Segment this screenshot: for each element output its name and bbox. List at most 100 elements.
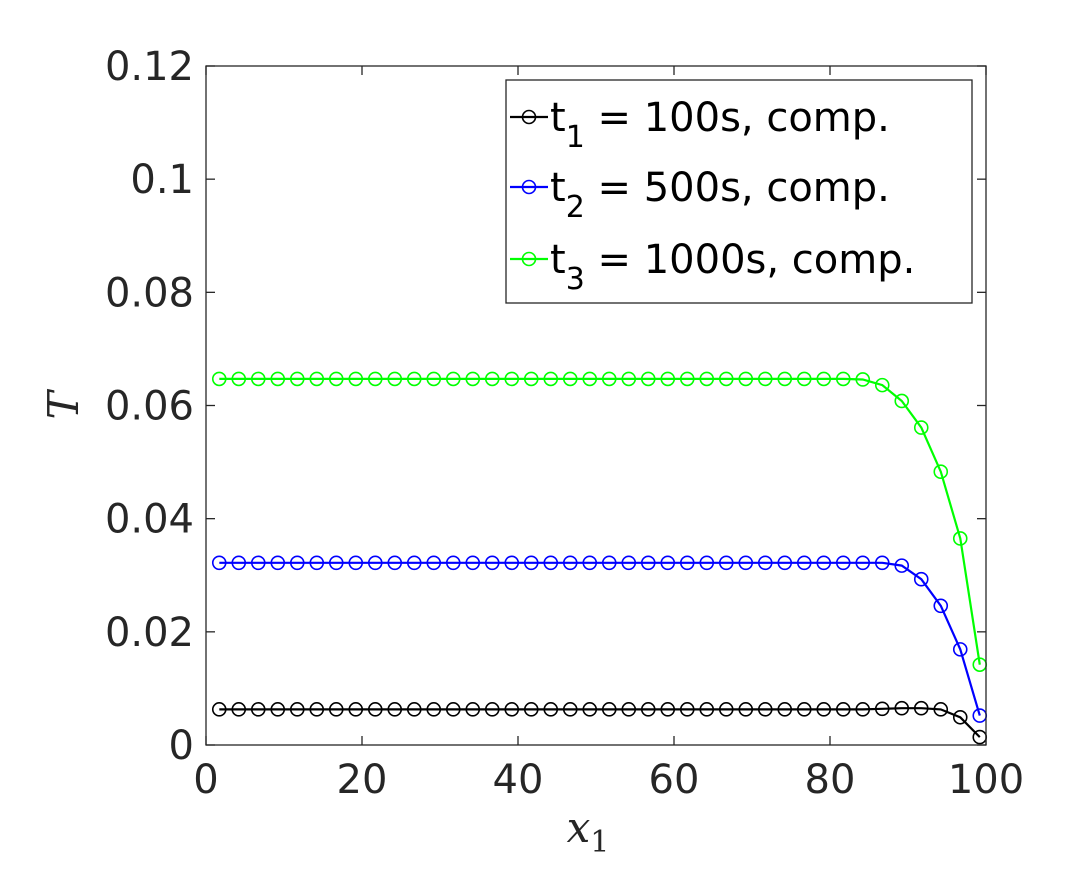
legend-marker-swatch [521,251,537,267]
data-point [874,701,890,717]
x-tick-label: 40 [493,757,544,803]
data-point [601,555,617,571]
data-point [894,700,910,716]
data-point [543,555,559,571]
data-point [582,555,598,571]
data-point [913,700,929,716]
data-point [231,702,247,717]
data-point [426,555,442,571]
data-point [738,371,754,387]
data-point [816,555,832,571]
data-point [426,371,442,387]
data-point [465,702,481,717]
data-point [952,531,968,546]
x-axis-label-subscript: 1 [590,825,609,860]
legend-label: t2 = 500s, comp. [550,165,890,225]
data-point [484,702,500,717]
legend: t1 = 100s, comp.t2 = 500s, comp.t3 = 100… [505,79,973,304]
data-point [270,555,286,571]
data-point [250,702,266,717]
data-point [835,702,851,717]
data-point [504,371,520,387]
data-point [309,702,325,717]
data-point [465,555,481,571]
data-point [582,702,598,717]
data-point [445,555,461,571]
data-point [328,555,344,571]
data-point [445,702,461,717]
data-point [348,555,364,571]
data-point [874,555,890,571]
data-point [640,702,656,717]
legend-marker-swatch [521,109,537,125]
data-point [621,702,637,717]
data-point [250,555,266,571]
series-line [219,377,981,665]
data-point [816,371,832,387]
data-point [835,371,851,387]
legend-label-rest: = 1000s, comp. [585,237,916,283]
data-point [348,371,364,387]
data-point [348,702,364,717]
data-point [523,702,539,717]
data-point [757,555,773,571]
data-point [777,555,793,571]
data-point [679,702,695,717]
data-point [933,464,949,480]
legend-label-main: t [550,95,566,141]
data-point [484,371,500,387]
data-point [699,371,715,387]
data-point [757,702,773,717]
data-point [484,555,500,571]
data-point [816,702,832,717]
legend-box [505,79,973,304]
y-tick-label: 0.02 [105,610,194,656]
data-point [660,702,676,717]
data-point [933,702,949,717]
legend-label-rest: = 100s, comp. [585,95,890,141]
tick-layer: 0 20 40 60 80 100 0 0.02 0.04 0.06 0.08 0.1 0.12 [105,44,1024,803]
data-point [894,558,910,573]
x-tick-label: 60 [649,757,700,803]
data-point [835,555,851,571]
data-point [309,555,325,571]
legend-label: t1 = 100s, comp. [550,95,890,155]
data-point [328,702,344,717]
legend-label-rest: = 500s, comp. [585,165,890,211]
data-point [367,702,383,717]
y-tick-label: 0.12 [105,44,194,90]
data-point [757,371,773,387]
data-point [289,371,305,387]
data-point [406,702,422,717]
data-point [562,702,578,717]
x-axis-label: x1 [567,803,610,860]
series-3 [211,371,988,672]
data-point [465,371,481,387]
data-point [601,702,617,717]
data-point [309,371,325,387]
legend-label-subscript: 3 [566,262,585,297]
series-line [219,707,981,738]
data-point [406,371,422,387]
data-point [699,555,715,571]
legend-label-main: t [550,165,566,211]
data-point [582,371,598,387]
data-point [855,702,871,717]
legend-marker-swatch [521,179,537,195]
data-point [562,555,578,571]
data-point [387,371,403,387]
data-point [523,371,539,387]
data-point [367,371,383,387]
x-tick-label: 80 [805,757,856,803]
data-point [231,555,247,571]
data-point [387,702,403,717]
data-point [270,702,286,717]
data-point [796,371,812,387]
data-point [855,372,871,387]
data-point [406,555,422,571]
y-tick-label: 0.04 [105,497,194,543]
x-tick-label: 100 [948,757,1024,803]
data-point [289,702,305,717]
data-point [660,555,676,571]
